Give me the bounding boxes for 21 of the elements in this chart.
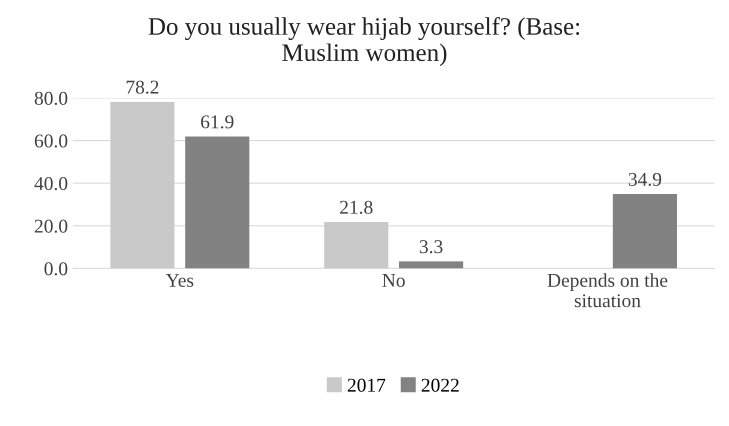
data-label: 61.9 bbox=[201, 115, 234, 128]
bar bbox=[612, 194, 677, 268]
x-tick-label: Depends on the situation bbox=[548, 273, 668, 308]
y-tick-label: 20.0 bbox=[34, 220, 68, 233]
data-label: 21.8 bbox=[340, 200, 373, 214]
x-tick-label: No bbox=[382, 274, 405, 287]
bar bbox=[399, 261, 464, 268]
legend-label: 2017 bbox=[348, 378, 386, 392]
y-tick-label: 40.0 bbox=[34, 176, 68, 190]
y-tick-label: 80.0 bbox=[34, 92, 68, 106]
data-label: 78.2 bbox=[126, 80, 158, 94]
data-label: 3.3 bbox=[420, 240, 442, 254]
data-label: 34.9 bbox=[628, 172, 662, 186]
bar bbox=[185, 136, 250, 268]
chart-title: Do you usually wear hijab yourself? (Base: Muslim women) bbox=[148, 17, 580, 66]
y-tick-label: 0.0 bbox=[44, 262, 68, 276]
bar bbox=[324, 222, 388, 268]
bar bbox=[110, 102, 174, 268]
legend-label: 2022 bbox=[422, 378, 459, 392]
x-tick-label: Yes bbox=[166, 274, 194, 287]
y-tick-label: 60.0 bbox=[34, 134, 68, 148]
